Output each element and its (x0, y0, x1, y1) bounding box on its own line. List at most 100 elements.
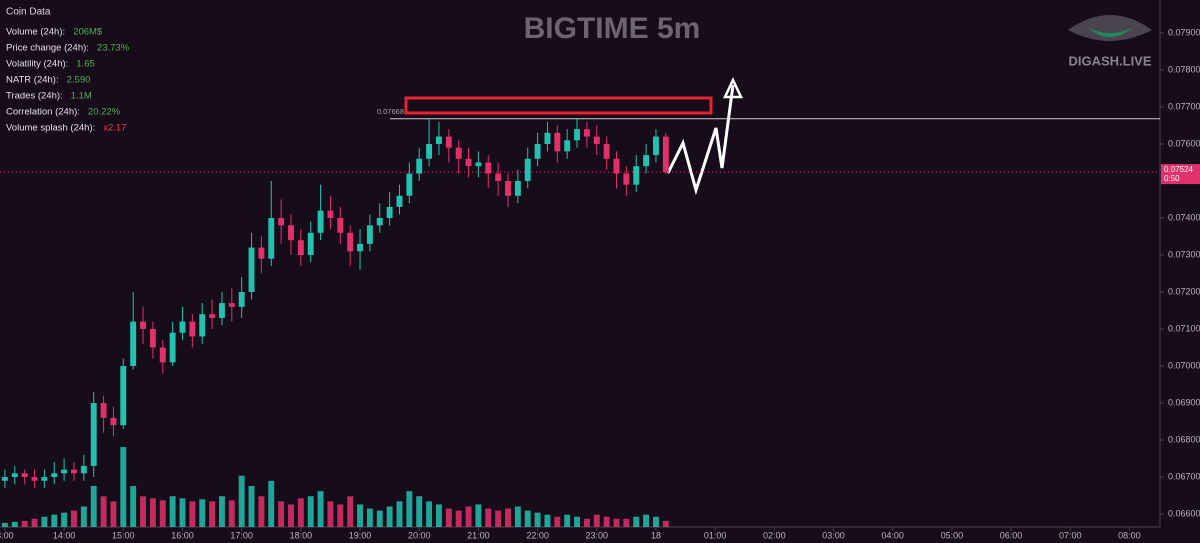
volume-bar (495, 510, 502, 527)
candle-body (189, 321, 196, 337)
candle-body (80, 465, 87, 474)
x-tick-label: 05:00 (941, 530, 964, 540)
volume-bar (90, 485, 97, 527)
volume-bar (445, 508, 452, 527)
candle-body (416, 158, 423, 174)
volume-bar (209, 501, 216, 527)
candle-body (366, 225, 373, 244)
arrow-head (723, 77, 743, 99)
candle-body (662, 136, 669, 173)
target-box (404, 96, 713, 115)
volume-bar (297, 498, 304, 527)
coin-data-value: 2.590 (67, 75, 91, 86)
candle-body (238, 291, 245, 307)
candle-body (652, 136, 659, 156)
volume-bar (347, 496, 354, 527)
volume-bar (189, 501, 196, 527)
candle-body (51, 473, 58, 478)
candle-body (61, 469, 68, 474)
volume-bar (288, 504, 294, 527)
candle-body (71, 469, 77, 474)
candle-body (218, 303, 225, 318)
coin-data-label: Volume (24h): (6, 27, 65, 38)
volume-bar (524, 510, 531, 527)
y-tick-label: 0.06700 (1168, 471, 1200, 481)
chart-title: BIGTIME 5m (524, 12, 701, 45)
candle-body (524, 158, 531, 181)
x-tick-label: 16:00 (171, 530, 194, 540)
x-tick-label: 07:00 (1059, 530, 1082, 540)
candle-body (31, 477, 38, 481)
volume-bar (652, 516, 659, 527)
volume-bar (475, 504, 482, 527)
volume-bar (603, 516, 610, 527)
volume-bar (485, 508, 492, 527)
coin-data-label: Volatility (24h): (6, 59, 68, 70)
candle-body (376, 217, 383, 226)
x-tick-label: 06:00 (1000, 530, 1023, 540)
volume-bar (583, 518, 590, 527)
coin-data: Coin Data Volume (24h): 206M$ Price change… (6, 7, 130, 134)
candle-body (169, 332, 176, 363)
candle-body (159, 347, 166, 363)
volume-bar (633, 516, 640, 527)
candle-body (228, 303, 235, 307)
volume-bar (120, 447, 127, 527)
y-tick-label: 0.06800 (1168, 434, 1200, 444)
y-tick-label: 0.07000 (1168, 360, 1200, 370)
y-tick-label: 0.06600 (1168, 508, 1200, 518)
candle-body (633, 166, 640, 185)
volume-bar (140, 496, 146, 527)
volume-bar (1, 522, 8, 527)
candle-body (564, 140, 571, 152)
candle-body (248, 247, 255, 292)
x-tick-label: 04:00 (881, 530, 904, 540)
volume-bar (544, 514, 551, 527)
candle-body (149, 329, 156, 348)
volume-bar (623, 518, 630, 527)
x-tick-label: 19:00 (349, 530, 372, 540)
x-tick-label: 02:00 (763, 530, 786, 540)
coin-data-value: 20.22% (88, 107, 121, 118)
candle-body (41, 477, 48, 481)
coin-data-value: 1.65 (76, 59, 95, 70)
coin-data-label: Volume splash (24h): (6, 123, 95, 134)
candle-body (100, 403, 107, 418)
coin-data-label: Price change (24h): (6, 43, 89, 54)
volume-bar (71, 510, 77, 527)
volume-bar (218, 496, 225, 527)
coin-data-value: x2.17 (103, 123, 126, 134)
volume-bar (31, 518, 38, 527)
countdown-label: 0:50 (1164, 174, 1180, 183)
volume-bar (228, 500, 235, 527)
candle-body (583, 129, 590, 137)
coin-data-value: 206M$ (73, 27, 103, 38)
volume-bar (406, 491, 413, 527)
x-tick-label: 18:00 (290, 530, 313, 540)
volume-bar (130, 485, 137, 527)
candle-body (90, 403, 97, 466)
coin-data-label: Correlation (24h): (6, 107, 80, 118)
candle-body (514, 180, 521, 196)
candle-body (1, 477, 8, 481)
forecast-arrow (666, 84, 735, 196)
volume-bar (159, 500, 166, 527)
candle-body (465, 158, 472, 167)
candle-body (406, 173, 413, 196)
candle-body (337, 217, 344, 233)
last-price-label: 0.07524 (1164, 165, 1193, 174)
volume-bar (307, 496, 314, 527)
volume-bar (248, 485, 255, 527)
candle-body (396, 195, 403, 207)
candle-body (297, 240, 304, 255)
candle-body (426, 143, 433, 159)
volume-bar (505, 508, 511, 527)
candle-body (288, 225, 294, 241)
candle-body (11, 473, 18, 478)
volume-bar (376, 510, 383, 527)
candle-body (258, 247, 265, 259)
candle-body (505, 180, 511, 196)
volume-bar (268, 480, 275, 527)
candle-body (574, 129, 580, 141)
